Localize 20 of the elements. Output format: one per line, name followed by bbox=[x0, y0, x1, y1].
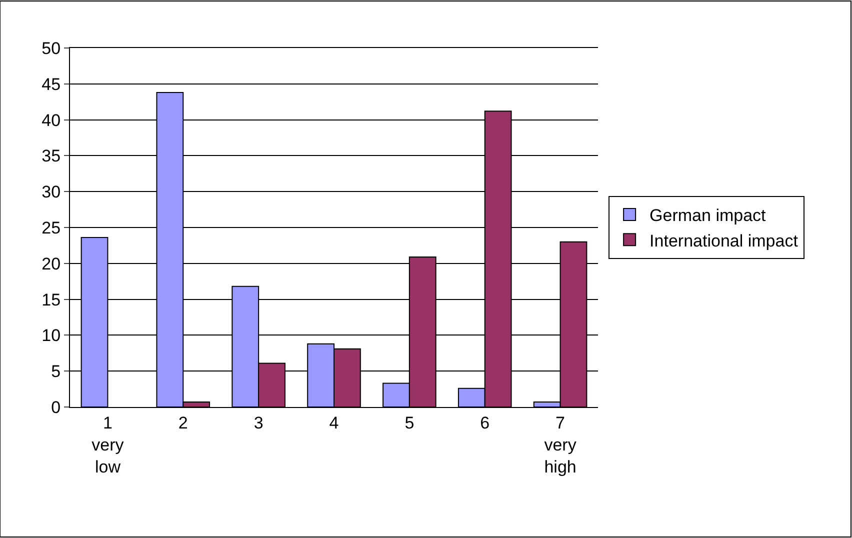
y-tick-label: 40 bbox=[42, 110, 61, 130]
y-tick-label: 20 bbox=[42, 254, 61, 274]
x-tick-label: 7 very high bbox=[544, 413, 577, 477]
y-tick-label: 35 bbox=[42, 146, 61, 166]
x-tick-label: 1 very low bbox=[92, 413, 124, 477]
x-tick-label: 4 bbox=[329, 413, 339, 432]
y-tick-label: 0 bbox=[51, 398, 61, 417]
y-tick-label: 25 bbox=[42, 218, 61, 238]
y-tick-label: 50 bbox=[42, 38, 61, 58]
x-tick-label: 6 bbox=[480, 413, 490, 432]
y-tick-label: 15 bbox=[42, 290, 61, 310]
y-tick-label: 5 bbox=[51, 362, 61, 382]
y-tick-label: 10 bbox=[42, 326, 61, 346]
y-tick-label: 45 bbox=[42, 74, 61, 94]
x-tick-label: 2 bbox=[178, 413, 188, 432]
x-tick-label: 5 bbox=[404, 413, 414, 432]
legend-label: German impact bbox=[650, 206, 766, 226]
y-tick-label: 30 bbox=[42, 182, 61, 202]
legend-label: International impact bbox=[650, 231, 798, 250]
x-tick-label: 3 bbox=[254, 413, 264, 432]
